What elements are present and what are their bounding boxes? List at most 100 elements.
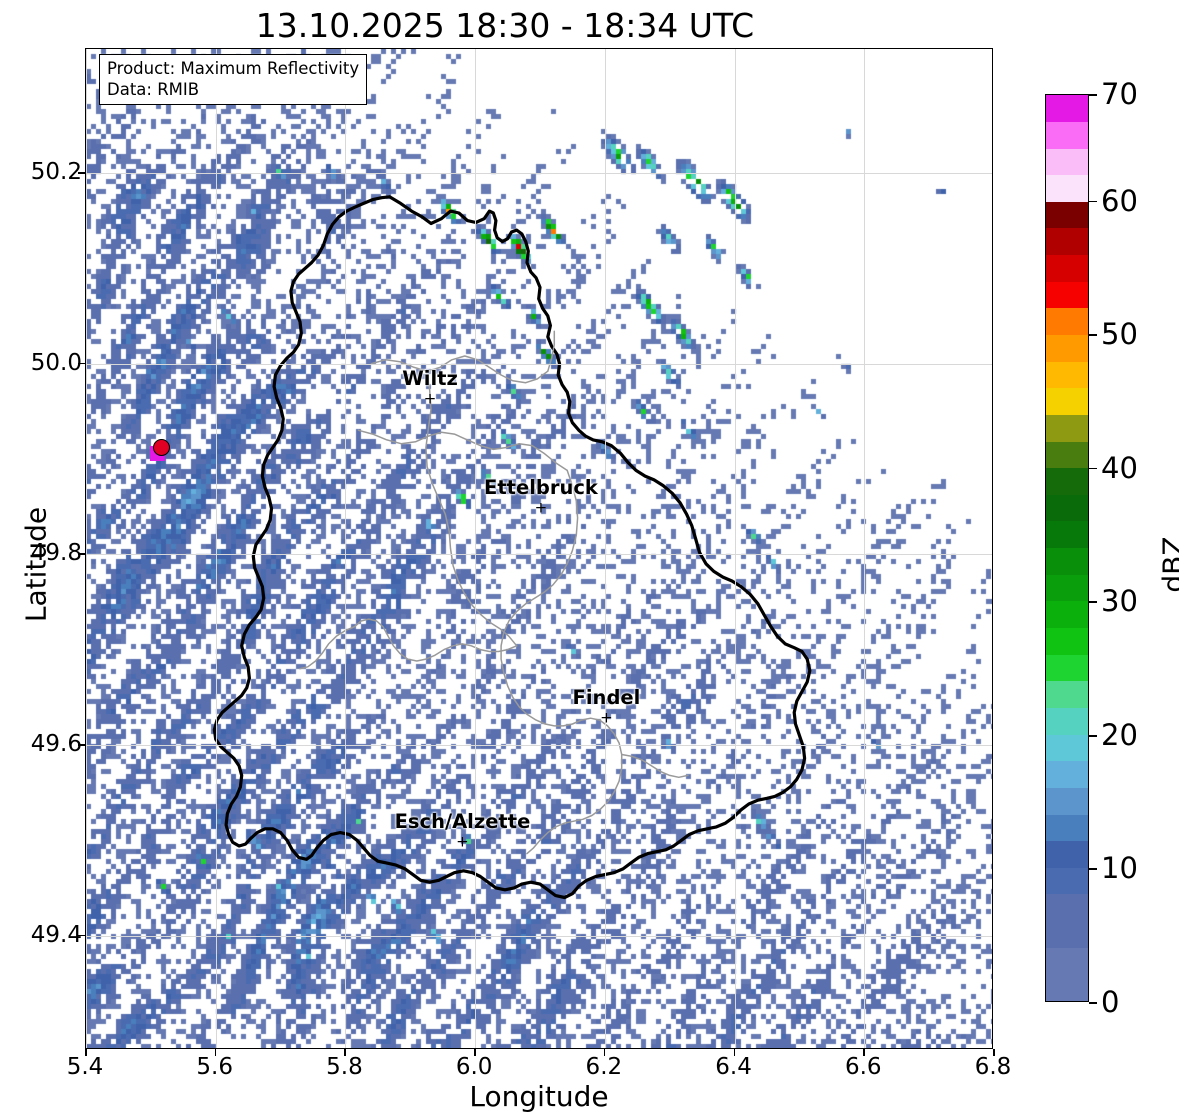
x-tickmark <box>214 1049 217 1056</box>
colorbar-band <box>1046 334 1088 362</box>
figure-title: 13.10.2025 18:30 - 18:34 UTC <box>255 6 755 45</box>
city-marker-wiltz: + <box>423 389 437 408</box>
y-tickmark <box>78 171 85 174</box>
colorbar-band <box>1046 414 1088 442</box>
colorbar-band <box>1046 548 1088 575</box>
colorbar-gradient <box>1045 94 1089 1002</box>
x-tickmark <box>474 1049 476 1056</box>
colorbar-band <box>1046 628 1088 655</box>
x-axis-label: Longitude <box>469 1080 609 1113</box>
colorbar-tickmark <box>1089 1002 1097 1004</box>
colorbar-band <box>1046 121 1088 149</box>
colorbar-tickmark <box>1089 868 1097 871</box>
y-tick-label: 49.6 <box>30 730 82 757</box>
radar-reflectivity-layer <box>86 49 992 1048</box>
colorbar-band <box>1046 228 1088 256</box>
colorbar-band <box>1046 921 1088 948</box>
y-tick-label: 49.4 <box>30 921 82 948</box>
city-label-ettelbruck: Ettelbruck <box>484 475 598 499</box>
y-tick-label: 50.0 <box>30 349 82 376</box>
x-tick-label: 6.4 <box>715 1054 752 1080</box>
gridline-vertical <box>475 49 477 1048</box>
y-tickmark <box>78 743 85 746</box>
colorbar-band <box>1046 388 1088 415</box>
city-label-findel: Findel <box>572 686 641 710</box>
colorbar-band <box>1046 175 1088 202</box>
city-marker-findel: + <box>600 708 613 727</box>
colorbar-tick-label: 40 <box>1101 450 1138 485</box>
colorbar-tick-label: 20 <box>1101 717 1138 752</box>
colorbar-band <box>1046 947 1088 975</box>
colorbar-tick-label: 10 <box>1101 851 1138 886</box>
colorbar-tick-label: 0 <box>1101 985 1120 1019</box>
colorbar-band <box>1046 681 1088 708</box>
colorbar-title: dBZ <box>1156 536 1179 593</box>
x-tick-label: 5.6 <box>196 1054 233 1080</box>
colorbar-band <box>1046 654 1088 682</box>
colorbar-band <box>1046 255 1088 282</box>
city-marker-esch-alzette: + <box>456 832 469 851</box>
x-tick-label: 6.8 <box>974 1054 1012 1080</box>
colorbar-band <box>1046 894 1088 922</box>
colorbar-tickmark <box>1089 601 1097 603</box>
gridline-horizontal <box>86 935 992 937</box>
colorbar-band <box>1046 521 1088 549</box>
y-tick-label: 49.8 <box>30 540 82 567</box>
gridline-vertical <box>864 49 866 1048</box>
product-legend-box: Product: Maximum Reflectivity Data: RMIB <box>99 54 368 106</box>
y-tickmark <box>78 934 85 937</box>
colorbar-band <box>1046 601 1088 629</box>
radar-map-axes[interactable]: Product: Maximum Reflectivity Data: RMIB <box>85 48 993 1049</box>
colorbar-container[interactable]: 0 10 20 30 40 50 60 70 <box>1045 77 1138 1019</box>
colorbar-tickmark <box>1089 334 1097 336</box>
gridline-vertical <box>345 49 347 1048</box>
gridline-horizontal <box>86 554 992 556</box>
product-legend-data-line: Data: RMIB <box>107 80 200 100</box>
gridline-horizontal <box>86 744 992 746</box>
x-tick-label: 5.4 <box>66 1054 104 1080</box>
colorbar-tickmark <box>1089 734 1097 737</box>
colorbar-band <box>1046 308 1088 335</box>
y-tickmark <box>78 553 85 555</box>
colorbar-tick-label: 50 <box>1101 317 1138 352</box>
gridline-vertical <box>86 49 87 1048</box>
colorbar-band <box>1046 361 1088 389</box>
product-legend-product-line: Product: Maximum Reflectivity <box>107 59 360 78</box>
x-tick-label: 6.6 <box>844 1054 882 1080</box>
x-tick-label: 5.8 <box>326 1054 363 1080</box>
colorbar-band <box>1046 281 1088 309</box>
colorbar-band <box>1046 574 1088 602</box>
city-marker-ettelbruck: + <box>534 498 548 516</box>
map-clip-region <box>86 49 992 1048</box>
colorbar-tick-label: 70 <box>1101 77 1138 111</box>
radar-station-dot <box>153 438 171 456</box>
x-tickmark <box>993 1049 995 1056</box>
colorbar-tick-label: 30 <box>1101 584 1138 619</box>
colorbar-band <box>1046 441 1088 469</box>
colorbar-tick-label: 60 <box>1101 183 1138 218</box>
x-tickmark <box>344 1049 347 1056</box>
y-tick-label: 50.2 <box>30 158 82 185</box>
colorbar-tickmark <box>1089 94 1097 96</box>
colorbar-band <box>1046 814 1088 842</box>
x-tickmark <box>863 1049 865 1056</box>
x-tickmark <box>733 1049 736 1056</box>
colorbar-band <box>1046 787 1088 815</box>
x-tick-label: 6.0 <box>455 1054 493 1080</box>
colorbar-band <box>1046 734 1088 762</box>
city-label-esch-alzette: Esch/Alzette <box>394 810 531 834</box>
colorbar-band <box>1046 974 1088 1001</box>
gridline-horizontal <box>86 363 992 365</box>
gridline-vertical <box>734 49 736 1048</box>
gridline-horizontal <box>86 172 992 174</box>
colorbar-band <box>1046 95 1088 122</box>
y-axis-label: Latitude <box>19 506 53 623</box>
city-label-wiltz: Wiltz <box>402 366 458 390</box>
x-tickmark <box>85 1049 87 1056</box>
colorbar-band <box>1046 707 1088 735</box>
colorbar-tickmark <box>1089 200 1097 203</box>
colorbar-tickmark <box>1089 467 1097 470</box>
colorbar-band <box>1046 148 1088 176</box>
colorbar-band <box>1046 201 1088 229</box>
x-tickmark <box>603 1049 606 1056</box>
